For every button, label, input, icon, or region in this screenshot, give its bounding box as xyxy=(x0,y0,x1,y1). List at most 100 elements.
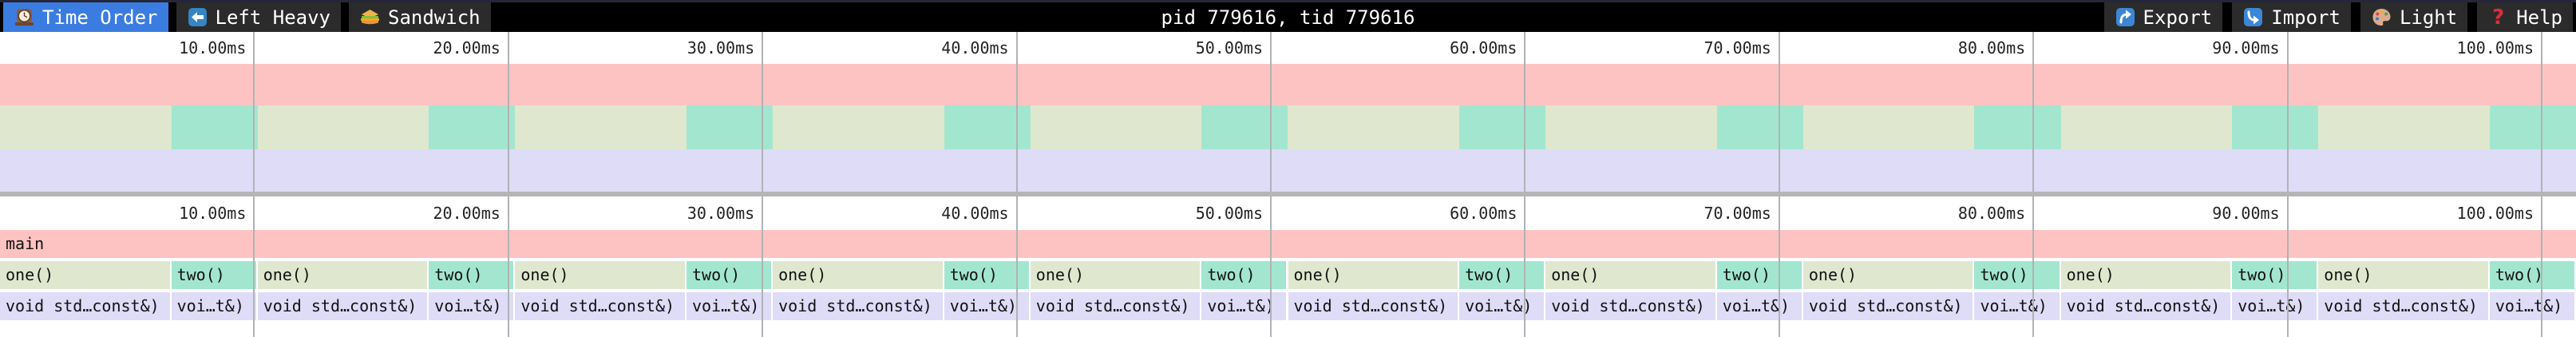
frame-one[interactable]: one() xyxy=(2318,261,2488,289)
minimap-two-block[interactable] xyxy=(429,105,516,149)
frame-one-detail[interactable]: void std…const&) xyxy=(2318,292,2488,320)
tab-label: Sandwich xyxy=(388,6,481,29)
view-tabs: Time Order Left Heavy Sandwich xyxy=(3,2,491,32)
tab-label: Left Heavy xyxy=(215,6,331,29)
frame-two[interactable]: two() xyxy=(171,261,256,289)
export-icon xyxy=(2115,6,2136,28)
export-button[interactable]: Export xyxy=(2103,2,2223,32)
help-icon: ? xyxy=(2492,5,2505,30)
tick-label: 80.00ms xyxy=(1957,204,2026,223)
tick-label: 80.00ms xyxy=(1957,38,2026,57)
sandwich-icon xyxy=(359,6,381,28)
tick-label: 100.00ms xyxy=(2456,204,2534,223)
frame-two-detail[interactable]: voi…t&) xyxy=(2489,292,2574,320)
frame-one-detail[interactable]: void std…const&) xyxy=(515,292,685,320)
tick-label: 10.00ms xyxy=(179,38,247,57)
frame-one-detail[interactable]: void std…const&) xyxy=(2060,292,2231,320)
frame-two-detail[interactable]: voi…t&) xyxy=(1201,292,1287,320)
tick-label: 90.00ms xyxy=(2212,38,2280,57)
tick-label: 100.00ms xyxy=(2456,38,2534,57)
minimap-two-block[interactable] xyxy=(2489,105,2576,149)
action-label: Help xyxy=(2516,6,2562,29)
tick-label: 50.00ms xyxy=(1195,38,1263,57)
minimap-resize-handle[interactable] xyxy=(0,192,2576,196)
tab-label: Time Order xyxy=(42,6,158,29)
frame-two-detail[interactable]: voi…t&) xyxy=(686,292,772,320)
tick-label: 60.00ms xyxy=(1450,204,1518,223)
frame-two[interactable]: two() xyxy=(1974,261,2060,289)
frame-two[interactable]: two() xyxy=(1201,261,1287,289)
frame-one-detail[interactable]: void std…const&) xyxy=(1802,292,1973,320)
minimap-two-block[interactable] xyxy=(686,105,774,149)
tick-label: 40.00ms xyxy=(941,38,1009,57)
minimap-two-block[interactable] xyxy=(1459,105,1546,149)
frame-two-detail[interactable]: voi…t&) xyxy=(2232,292,2317,320)
tick-label: 70.00ms xyxy=(1703,38,1771,57)
tab-left-heavy[interactable]: Left Heavy xyxy=(176,2,341,32)
tab-time-order[interactable]: Time Order xyxy=(3,2,168,32)
frame-one[interactable]: one() xyxy=(257,261,428,289)
tick-label: 30.00ms xyxy=(687,204,755,223)
minimap-two-block[interactable] xyxy=(1201,105,1288,149)
minimap-two-block[interactable] xyxy=(2232,105,2319,149)
tick-label: 60.00ms xyxy=(1450,38,1518,57)
action-label: Import xyxy=(2271,6,2341,29)
minimap-two-block[interactable] xyxy=(1716,105,1803,149)
frame-two[interactable]: two() xyxy=(2232,261,2317,289)
frame-two[interactable]: two() xyxy=(686,261,772,289)
frame-one[interactable]: one() xyxy=(773,261,943,289)
help-button[interactable]: ? Help xyxy=(2477,2,2573,32)
frame-two[interactable]: two() xyxy=(1459,261,1545,289)
frame-two[interactable]: two() xyxy=(1716,261,1802,289)
frame-two[interactable]: two() xyxy=(429,261,514,289)
frame-main[interactable]: main xyxy=(0,230,2576,258)
frame-one[interactable]: one() xyxy=(1030,261,1201,289)
tick-label: 90.00ms xyxy=(2212,204,2280,223)
tick-label: 20.00ms xyxy=(433,204,501,223)
frame-two-detail[interactable]: voi…t&) xyxy=(1716,292,1802,320)
minimap-main-band[interactable] xyxy=(0,64,2576,105)
toolbar-actions: Export Import Light? Help xyxy=(2103,2,2573,32)
frame-one[interactable]: one() xyxy=(515,261,685,289)
light-button[interactable]: Light xyxy=(2360,2,2468,32)
tick-label: 70.00ms xyxy=(1703,204,1771,223)
minimap-detail-band[interactable] xyxy=(0,149,2576,192)
minimap-time-ruler: 10.00ms 20.00ms 30.00ms 40.00ms 50.00ms 60.00… xyxy=(0,32,2576,64)
frame-one[interactable]: one() xyxy=(2060,261,2231,289)
frame-one[interactable]: one() xyxy=(1802,261,1973,289)
tick-label: 30.00ms xyxy=(687,38,755,57)
frame-one[interactable]: one() xyxy=(1545,261,1715,289)
action-label: Light xyxy=(2399,6,2458,29)
toolbar-top-line xyxy=(0,0,2576,2)
frame-one-detail[interactable]: void std…const&) xyxy=(0,292,170,320)
minimap-two-block[interactable] xyxy=(944,105,1031,149)
frame-two-detail[interactable]: voi…t&) xyxy=(1974,292,2060,320)
tick-label: 20.00ms xyxy=(433,38,501,57)
palette-icon xyxy=(2371,6,2392,28)
import-icon xyxy=(2242,6,2264,28)
frame-one[interactable]: one() xyxy=(1288,261,1458,289)
tick-label: 50.00ms xyxy=(1195,204,1263,223)
action-label: Export xyxy=(2143,6,2213,29)
minimap-two-block[interactable] xyxy=(1974,105,2061,149)
minimap-two-block[interactable] xyxy=(171,105,258,149)
frame-two-detail[interactable]: voi…t&) xyxy=(1459,292,1545,320)
frame-one[interactable]: one() xyxy=(0,261,170,289)
frame-two-detail[interactable]: voi…t&) xyxy=(944,292,1029,320)
frame-one-detail[interactable]: void std…const&) xyxy=(1545,292,1715,320)
clock-icon xyxy=(14,6,35,28)
tick-label: 40.00ms xyxy=(941,204,1009,223)
minimap-calls-band[interactable] xyxy=(0,105,2576,149)
frame-one-detail[interactable]: void std…const&) xyxy=(1288,292,1458,320)
frame-one-detail[interactable]: void std…const&) xyxy=(257,292,428,320)
frame-two-detail[interactable]: voi…t&) xyxy=(429,292,514,320)
import-button[interactable]: Import xyxy=(2232,2,2351,32)
frame-two[interactable]: two() xyxy=(2489,261,2574,289)
tab-sandwich[interactable]: Sandwich xyxy=(349,2,491,32)
frame-two-detail[interactable]: voi…t&) xyxy=(171,292,256,320)
frame-one-detail[interactable]: void std…const&) xyxy=(1030,292,1201,320)
frame-one-detail[interactable]: void std…const&) xyxy=(773,292,943,320)
frame-two[interactable]: two() xyxy=(944,261,1029,289)
toolbar: Time Order Left Heavy Sandwich pid 779616,… xyxy=(0,0,2576,32)
